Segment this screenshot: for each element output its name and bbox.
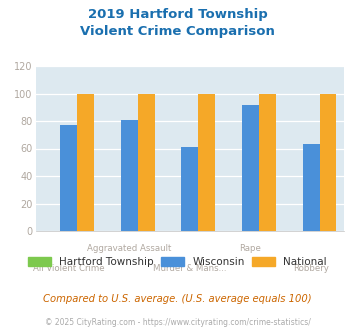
Bar <box>77 93 94 231</box>
Text: Compared to U.S. average. (U.S. average equals 100): Compared to U.S. average. (U.S. average … <box>43 294 312 304</box>
Text: Murder & Mans...: Murder & Mans... <box>153 264 227 273</box>
Bar <box>259 93 276 231</box>
Legend: Hartford Township, Wisconsin, National: Hartford Township, Wisconsin, National <box>28 257 327 267</box>
Bar <box>121 120 138 231</box>
Text: All Violent Crime: All Violent Crime <box>33 264 105 273</box>
Bar <box>242 105 259 231</box>
Text: © 2025 CityRating.com - https://www.cityrating.com/crime-statistics/: © 2025 CityRating.com - https://www.city… <box>45 318 310 327</box>
Bar <box>302 145 320 231</box>
Text: 2019 Hartford Township
Violent Crime Comparison: 2019 Hartford Township Violent Crime Com… <box>80 8 275 38</box>
Text: Robbery: Robbery <box>293 264 329 273</box>
Bar <box>60 125 77 231</box>
Bar <box>198 93 215 231</box>
Bar <box>138 93 155 231</box>
Text: Aggravated Assault: Aggravated Assault <box>87 244 171 253</box>
Bar <box>181 147 198 231</box>
Text: Rape: Rape <box>240 244 261 253</box>
Bar <box>320 93 337 231</box>
